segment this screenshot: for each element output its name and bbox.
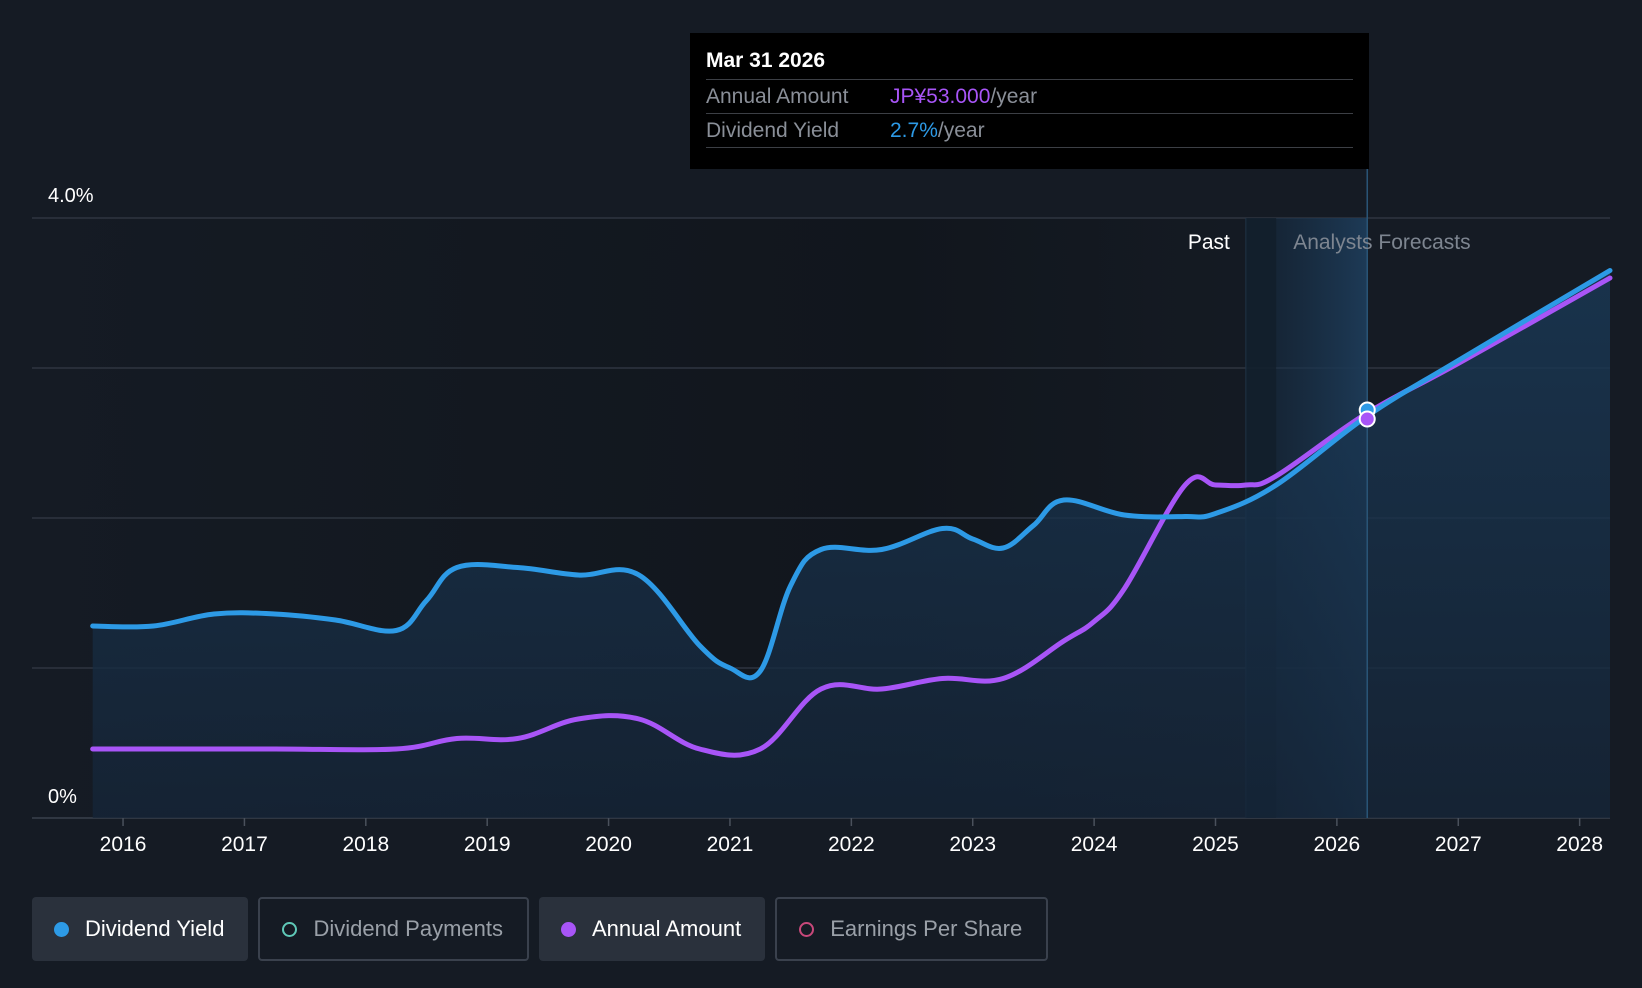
y-tick-label: 4.0% — [48, 185, 94, 207]
tooltip-annual-label: Annual Amount — [706, 85, 849, 108]
annual-amount-marker — [1358, 410, 1376, 428]
x-tick-label: 2024 — [1071, 833, 1118, 856]
x-tick-label: 2019 — [464, 833, 511, 856]
x-tick-label: 2028 — [1556, 833, 1603, 856]
tooltip-annual-value: JP¥53.000 — [890, 85, 991, 108]
legend-dividend-payments[interactable]: Dividend Payments — [258, 897, 529, 961]
x-tick-label: 2018 — [342, 833, 389, 856]
chart-canvas[interactable]: 4.0% 0% 2016 2017 2018 2019 2020 2021 2022 2023 20… — [0, 0, 1642, 870]
tooltip-yield-row: Dividend Yield 2.7% /year — [706, 113, 1353, 148]
legend-dividend-payments-dot-icon — [282, 921, 298, 937]
x-tick-label: 2023 — [949, 833, 996, 856]
tooltip-annual-row: Annual Amount JP¥53.000 /year — [706, 79, 1353, 113]
tooltip-yield-label: Dividend Yield — [706, 119, 840, 142]
legend-dividend-yield-label: Dividend Yield — [85, 916, 225, 941]
y-tick-label: 0% — [48, 786, 77, 808]
tooltip-yield-value: 2.7% — [890, 119, 938, 142]
x-tick-label: 2022 — [828, 833, 875, 856]
tooltip-date: Mar 31 2026 — [706, 49, 826, 72]
legend-annual-amount-label: Annual Amount — [591, 916, 742, 941]
legend-earnings-per-share-label: Earnings Per Share — [830, 916, 1023, 941]
legend-dividend-payments-label: Dividend Payments — [313, 916, 503, 941]
chart-tooltip: Mar 31 2026 Annual Amount JP¥53.000 /yea… — [690, 33, 1369, 169]
tooltip-yield-unit: /year — [937, 119, 985, 142]
x-tick-label: 2016 — [100, 833, 147, 856]
legend-annual-amount[interactable]: Annual Amount — [538, 897, 766, 961]
x-tick-label: 2026 — [1314, 833, 1361, 856]
legend-dividend-yield-dot-icon — [54, 921, 69, 937]
legend-annual-amount-dot-icon — [560, 921, 576, 937]
annual-amount-line — [90, 275, 1613, 758]
x-tick-label: 2021 — [707, 833, 754, 856]
dividend-yield-line — [90, 268, 1613, 681]
dividend-yield-area — [92, 270, 1611, 818]
x-tick-label: 2017 — [221, 833, 268, 856]
legend-earnings-per-share-dot-icon — [799, 921, 815, 937]
tooltip-annual-unit: /year — [990, 85, 1038, 108]
x-tick-label: 2025 — [1192, 833, 1239, 856]
chart-legend: Dividend Yield Dividend Payments Annual … — [32, 897, 1049, 961]
legend-dividend-yield[interactable]: Dividend Yield — [32, 897, 249, 961]
forecast-label: Analysts Forecasts — [1293, 231, 1470, 254]
legend-earnings-per-share[interactable]: Earnings Per Share — [775, 897, 1049, 961]
past-label: Past — [1188, 231, 1230, 254]
x-tick-label: 2027 — [1435, 833, 1482, 856]
x-tick-label: 2020 — [585, 833, 632, 856]
